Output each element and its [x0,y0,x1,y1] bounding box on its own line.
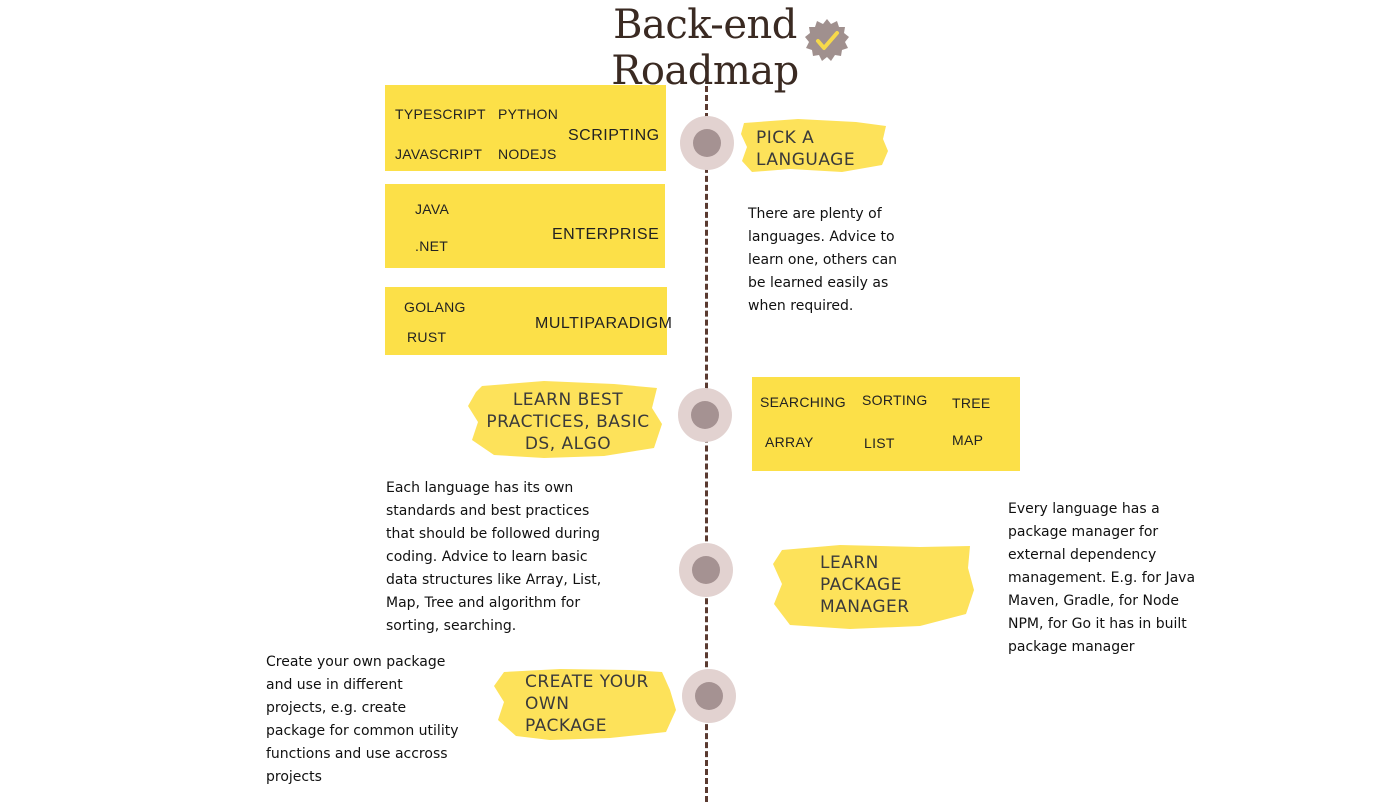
description-line: functions and use accross [266,746,448,762]
language-group-multiparadigm: GOLANG RUST MULTIPARADIGM [385,287,672,355]
description-line: package manager [1008,639,1135,655]
language-category: MULTIPARADIGM [535,315,673,332]
description-line: package for common utility [266,723,459,739]
description-line: languages. Advice to [748,229,895,245]
timeline-node-2 [678,388,732,442]
step-description-best-practices: Each language has its own standards and … [386,477,601,638]
brush-stroke-step-1 [741,119,888,172]
ds-topic: LIST [864,435,895,451]
step-label-package-manager: LEARN PACKAGE MANAGER [820,552,910,618]
description-line: management. E.g. for Java [1008,570,1196,586]
language-option: TYPESCRIPT [395,106,486,122]
language-option: PYTHON [498,106,559,122]
description-line: package manager for [1008,524,1159,540]
description-line: projects, e.g. create [266,700,407,716]
description-line: projects [266,769,322,785]
language-group-enterprise: JAVA .NET ENTERPRISE [385,184,665,268]
check-badge-icon [805,19,849,61]
step-label-line: LEARN BEST [512,390,624,410]
ds-topic: TREE [952,395,991,411]
step-label-line: PACKAGE [820,575,902,595]
step-label-best-practices: LEARN BEST PRACTICES, BASIC DS, ALGO [480,389,656,455]
ds-algo-topics-box: SEARCHING SORTING TREE ARRAY LIST MAP [752,377,1020,471]
step-label-line: PICK A [756,128,815,148]
description-line: NPM, for Go it has in built [1008,616,1187,632]
page-title: Back-end Roadmap [600,2,810,94]
description-line: Every language has a [1008,501,1160,517]
ds-topic: SEARCHING [760,394,846,410]
description-line: standards and best practices [386,503,590,519]
step-label-pick-language: PICK A LANGUAGE [756,127,855,171]
description-line: data structures like Array, List, [386,572,602,588]
step-description-pick-language: There are plenty of languages. Advice to… [748,203,897,318]
step-label-line: OWN [525,694,570,714]
description-line: that should be followed during [386,526,601,542]
step-label-line: CREATE YOUR [525,672,649,692]
step-label-create-package: CREATE YOUR OWN PACKAGE [525,671,649,737]
language-option: RUST [407,329,447,345]
brush-stroke-step-2 [468,381,662,458]
ds-topic: ARRAY [765,434,814,450]
description-line: Each language has its own [386,480,574,496]
step-description-package-manager: Every language has a package manager for… [1008,498,1195,659]
step-label-line: PRACTICES, BASIC [486,412,650,432]
title-line-1: Back-end [613,2,797,48]
language-category: SCRIPTING [568,127,660,144]
timeline-line [705,86,708,802]
step-description-create-package: Create your own package and use in diffe… [266,651,459,789]
description-line: Maven, Gradle, for Node [1008,593,1180,609]
language-group-scripting: TYPESCRIPT PYTHON JAVASCRIPT NODEJS SCRI… [385,85,666,171]
language-option: NODEJS [498,146,557,162]
description-line: coding. Advice to learn basic [386,549,588,565]
description-line: when required. [748,298,854,314]
brush-stroke-step-3 [773,545,974,629]
step-label-line: LEARN [820,553,879,573]
ds-topic: MAP [952,432,984,448]
language-category: ENTERPRISE [552,226,660,243]
description-line: external dependency [1008,547,1157,563]
description-line: Create your own package [266,654,446,670]
timeline-node-3 [679,543,733,597]
description-line: There are plenty of [748,206,882,222]
step-label-line: MANAGER [820,597,910,617]
language-option: GOLANG [404,299,466,315]
ds-topic: SORTING [862,392,928,408]
description-line: sorting, searching. [386,618,517,634]
language-option: JAVA [415,201,450,217]
step-label-line: LANGUAGE [756,150,856,170]
timeline-node-1 [680,116,734,170]
timeline-node-4 [682,669,736,723]
description-line: be learned easily as [748,275,889,291]
description-line: Map, Tree and algorithm for [386,595,581,611]
step-label-line: DS, ALGO [524,434,612,454]
step-label-line: PACKAGE [525,716,607,736]
brush-stroke-step-4 [494,669,676,740]
description-line: and use in different [266,677,403,693]
language-option: .NET [415,238,449,254]
description-line: learn one, others can [748,252,898,268]
language-option: JAVASCRIPT [395,146,483,162]
